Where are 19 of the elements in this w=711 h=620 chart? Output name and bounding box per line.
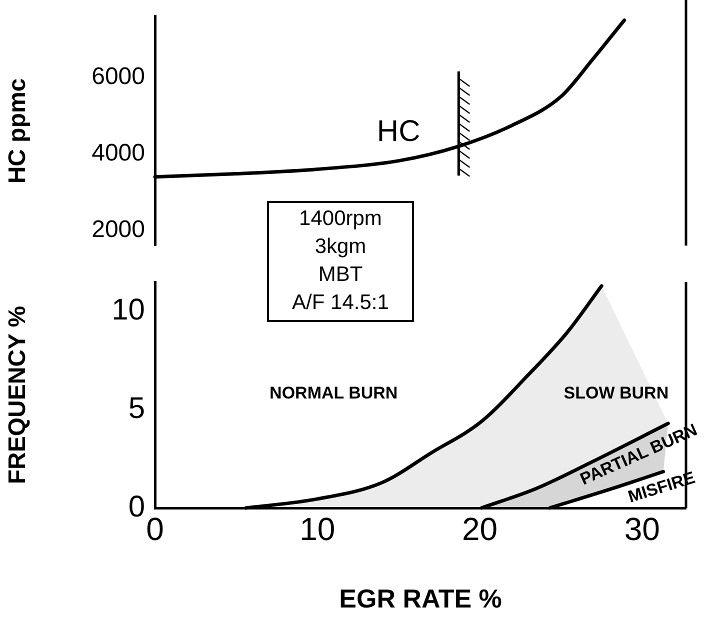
legend-label: HC <box>376 115 420 148</box>
x-axis-title: EGR RATE % <box>339 584 502 614</box>
y-tick-label: 4000 <box>92 140 145 167</box>
annotation: A/F 14.5:1 <box>291 290 390 316</box>
annotation: NORMAL BURN <box>270 384 398 403</box>
y-tick-label: 6000 <box>92 63 145 90</box>
annotation: MBT <box>317 262 364 288</box>
y-tick-label: 2000 <box>92 216 145 243</box>
x-tick-label: 20 <box>462 511 498 548</box>
y-axis-title: HC ppmc <box>4 78 32 184</box>
x-tick-label: 30 <box>624 511 660 548</box>
y-tick-label: 5 <box>128 392 145 426</box>
y-tick-label: 10 <box>112 294 145 327</box>
annotation: 3kgm <box>314 234 368 260</box>
y-axis-title: FREQUENCY % <box>4 306 32 484</box>
annotation: SLOW BURN <box>564 384 669 403</box>
y-tick-label: 0 <box>128 490 145 524</box>
x-tick-label: 10 <box>300 511 336 548</box>
annotation: 1400rpm <box>298 206 383 232</box>
